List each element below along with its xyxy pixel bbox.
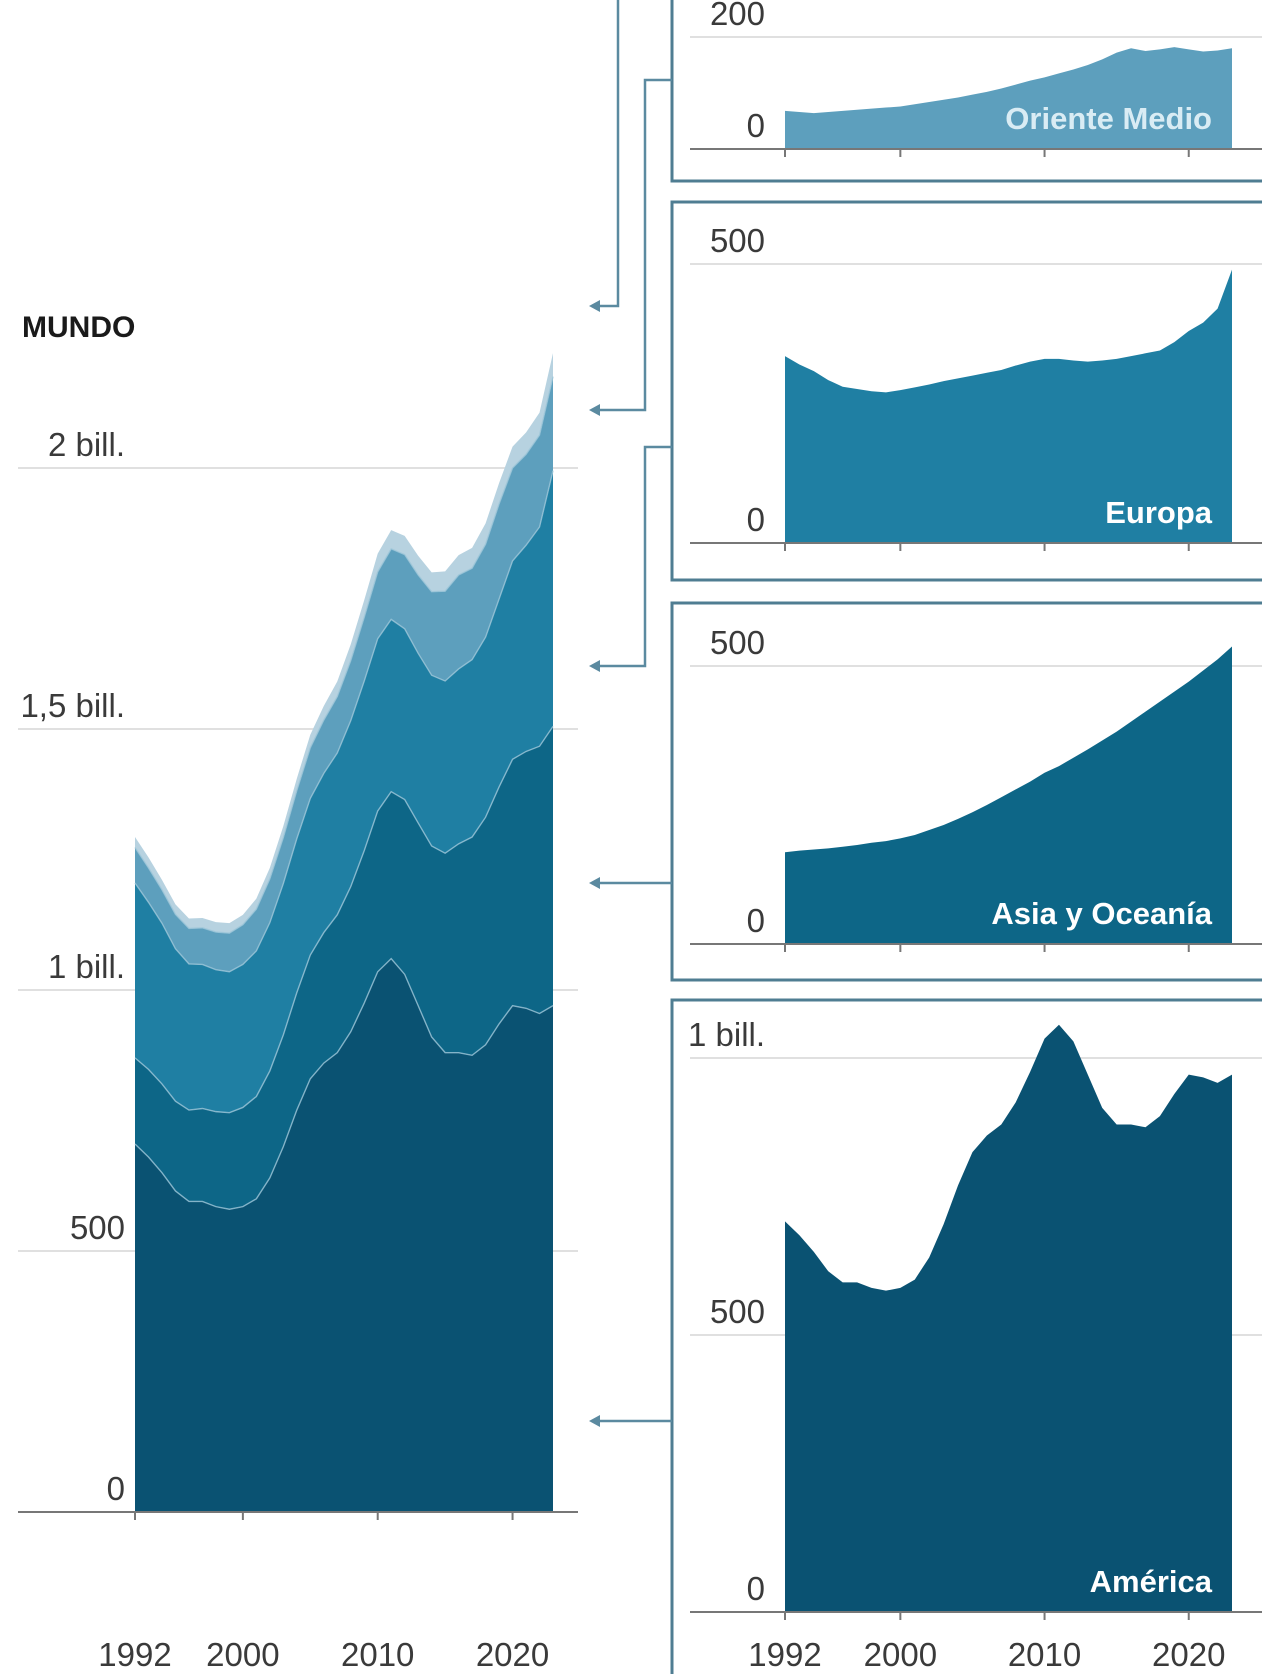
world-y-tick-label: 1,5 bill. [20, 687, 125, 724]
panel-x-tick-label: 2010 [1008, 1636, 1081, 1673]
panel-label-america: América [1090, 1564, 1213, 1599]
connector-arrow [589, 300, 600, 312]
panel-europe: 0 500 Europa [690, 222, 1262, 551]
panel-y-tick-label: 1 bill. [688, 1016, 765, 1053]
world-y-tick-label: 0 [107, 1470, 125, 1507]
panel-x-tick-label: 1992 [748, 1636, 821, 1673]
world-y-tick-label: 500 [70, 1209, 125, 1246]
connector-line [600, 445, 672, 668]
panel-area-europe [785, 269, 1232, 543]
panel-label-middle-east: Oriente Medio [1005, 101, 1212, 136]
connector-arrow [589, 877, 600, 889]
panel-x-tick-label: 2020 [1152, 1636, 1225, 1673]
panel-y-tick-label: 500 [710, 1293, 765, 1330]
world-x-tick-label: 1992 [98, 1636, 171, 1673]
world-area-america [135, 958, 553, 1512]
panel-middle-east: 0 200 Oriente Medio [690, 0, 1262, 157]
panel-area-asia [785, 646, 1232, 944]
world-title: MUNDO [22, 311, 135, 344]
world-y-tick-label: 2 bill. [48, 426, 125, 463]
connector-line [600, 78, 672, 412]
world-series-boundary [134, 376, 554, 934]
panel-y-tick-label: 500 [710, 624, 765, 661]
panel-area-middle-east [785, 47, 1232, 149]
connector-lines [589, 0, 672, 1427]
world-x-tick-label: 2010 [341, 1636, 414, 1673]
connector-arrow [589, 404, 600, 416]
region-panels: 0 200 Oriente Medio 0 500 Europa 0 500 Asia y Oc… [688, 0, 1262, 1673]
world-series-boundary [134, 957, 554, 1210]
panel-y-tick-label: 0 [747, 501, 765, 538]
world-panel: MUNDO 0 500 1 bill. 1,5 bill. 2 bill. 1992 200… [18, 311, 578, 1673]
world-series-boundary [134, 725, 554, 1114]
connector-line [600, 0, 620, 308]
panel-area-america [785, 1024, 1232, 1612]
connector-arrow [589, 660, 600, 672]
panel-label-europe: Europa [1105, 495, 1213, 530]
world-x-tick-label: 2020 [476, 1636, 549, 1673]
panel-x-tick-label: 2000 [864, 1636, 937, 1673]
panel-y-tick-label: 500 [710, 222, 765, 259]
panel-y-tick-label: 200 [710, 0, 765, 32]
world-x-tick-label: 2000 [206, 1636, 279, 1673]
panel-y-tick-label: 0 [747, 1570, 765, 1607]
connector-arrow [589, 1415, 600, 1427]
panel-y-tick-label: 0 [747, 107, 765, 144]
world-y-tick-label: 1 bill. [48, 948, 125, 985]
world-series-boundary [134, 470, 554, 973]
panel-america: 0 500 1 bill. América 1992 2000 2010 2020 [688, 1016, 1262, 1673]
panel-y-tick-label: 0 [747, 902, 765, 939]
world-area-europe [135, 470, 553, 1113]
world-area-asia [135, 726, 553, 1210]
panel-asia: 0 500 Asia y Oceanía [690, 624, 1262, 952]
panel-label-asia: Asia y Oceanía [991, 896, 1212, 931]
